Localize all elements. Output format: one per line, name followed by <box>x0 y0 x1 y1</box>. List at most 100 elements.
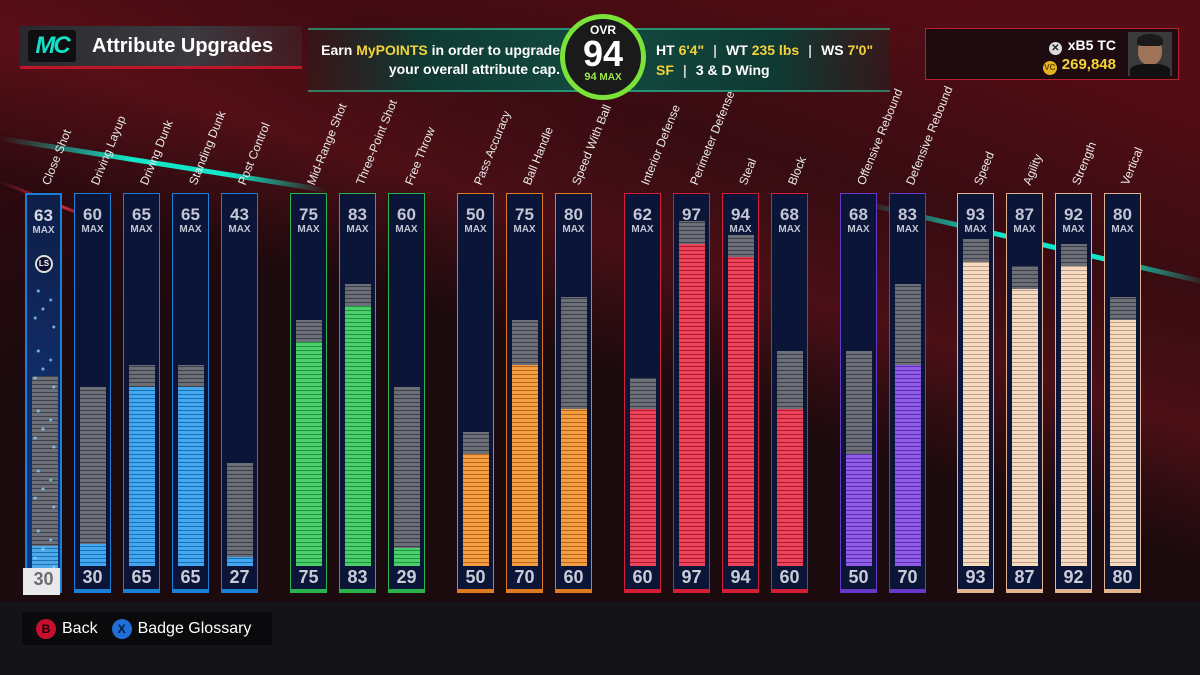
attribute-current-value: 83 <box>347 567 368 587</box>
attribute-max-value: 68 <box>780 205 799 224</box>
attribute-column-interior-defense[interactable]: Interior Defense 62 MAX 60 <box>624 103 683 593</box>
attribute-column-free-throw[interactable]: Free Throw 60 MAX 29 <box>388 125 438 593</box>
attribute-current-value: 87 <box>1014 567 1035 587</box>
attribute-column-pass-accuracy[interactable]: Pass Accuracy 50 MAX 50 <box>457 109 513 593</box>
attribute-column-mid-range-shot[interactable]: Mid-Range Shot 75 MAX 75 <box>290 101 349 593</box>
attribute-max-value: 60 <box>397 205 416 224</box>
attribute-label: Strength <box>1069 139 1099 187</box>
attribute-bar <box>561 208 587 566</box>
attribute-bar <box>963 208 989 566</box>
attribute-max-value: 94 <box>731 205 750 224</box>
attribute-bar-frame: 80 MAX <box>1104 193 1141 593</box>
attribute-column-strength[interactable]: Strength 92 MAX 92 <box>1055 140 1099 593</box>
attribute-current-bar <box>129 387 155 566</box>
attribute-column-perimeter-defense[interactable]: Perimeter Defense 97MAX97 <box>673 89 737 593</box>
attribute-current-bar <box>1110 320 1136 566</box>
avatar <box>1128 32 1172 76</box>
back-label: Back <box>62 619 98 637</box>
attribute-max-label: MAX <box>1111 224 1134 235</box>
attribute-bar <box>728 208 754 566</box>
separator: | <box>808 42 813 58</box>
attribute-column-speed-with-ball[interactable]: Speed With Ball 80 MAX 60 <box>555 103 614 593</box>
attribute-max-label: MAX <box>297 224 320 235</box>
attribute-max-value: 60 <box>83 205 102 224</box>
attribute-bar-frame: 83 MAX <box>889 193 926 593</box>
attribute-bar-frame: 62 MAX <box>624 193 661 593</box>
mypoints-highlight: MyPOINTS <box>356 42 428 58</box>
attribute-bar-frame: 50 MAX <box>457 193 494 593</box>
attribute-bar-frame: 63 MAX LS <box>25 193 62 593</box>
attribute-max-label: MAX <box>729 224 752 235</box>
attribute-current-value: 50 <box>465 567 486 587</box>
attribute-max-label: MAX <box>847 224 870 235</box>
attribute-cap-bar <box>394 387 420 566</box>
attribute-column-driving-dunk[interactable]: Driving Dunk 65 MAX 65 <box>123 118 176 593</box>
attribute-current-bar <box>345 306 371 566</box>
attribute-max-label: MAX <box>130 224 153 235</box>
wingspan-label: WS <box>821 42 844 58</box>
attribute-bar-frame: 43 MAX <box>221 193 258 593</box>
attribute-max-label: MAX <box>464 224 487 235</box>
attribute-max-value: 83 <box>898 205 917 224</box>
message-text-line2: your overall attribute cap. <box>388 61 560 77</box>
attribute-column-agility[interactable]: Agility 87 MAX 87 <box>1006 152 1045 593</box>
ovr-max-value: 94 <box>584 71 597 83</box>
attribute-label: Standing Dunk <box>186 108 229 187</box>
attribute-column-defensive-rebound[interactable]: Defensive Rebound 83 MAX 70 <box>889 84 955 593</box>
attribute-max-value: 80 <box>564 205 583 224</box>
attribute-bar <box>1061 208 1087 566</box>
attribute-current-bar <box>80 544 106 566</box>
attribute-label: Steal <box>736 156 760 187</box>
attribute-column-block[interactable]: Block 68 MAX 60 <box>771 155 809 593</box>
attribute-max-label: MAX <box>562 224 585 235</box>
attribute-max-label: MAX <box>81 224 104 235</box>
attribute-bar <box>1110 208 1136 566</box>
attribute-bar-frame: 97MAX <box>673 193 710 593</box>
attribute-column-steal[interactable]: Steal 94 MAX 94 <box>722 156 759 593</box>
selected-value-plate <box>23 568 60 595</box>
attribute-column-speed[interactable]: Speed 93 MAX 93 <box>957 150 997 593</box>
attribute-bar <box>679 208 705 566</box>
attribute-bar-frame: 94 MAX <box>722 193 759 593</box>
user-profile: ✕ xB5 TC VC 269,848 <box>925 28 1179 80</box>
attribute-current-bar <box>728 257 754 566</box>
attribute-current-bar <box>512 365 538 566</box>
attribute-column-ball-handle[interactable]: Ball Handle 75 MAX 70 <box>506 125 556 593</box>
attribute-column-post-control[interactable]: Post Control 43 MAX 27 <box>221 121 273 593</box>
attribute-column-vertical[interactable]: Vertical 80 MAX 80 <box>1104 145 1146 593</box>
attribute-max-label: MAX <box>1062 224 1085 235</box>
attribute-bar-frame: 75 MAX <box>290 193 327 593</box>
attribute-bar <box>345 208 371 566</box>
attribute-column-three-point-shot[interactable]: Three-Point Shot 83 MAX 83 <box>339 98 400 593</box>
attribute-bar <box>227 208 253 566</box>
attribute-current-bar <box>679 244 705 566</box>
badge-glossary-button[interactable]: X Badge Glossary <box>111 618 251 639</box>
attribute-column-driving-layup[interactable]: Driving Layup 60 MAX 30 <box>74 114 128 593</box>
x-button-icon: X <box>111 618 132 639</box>
attribute-label: Agility <box>1020 152 1045 187</box>
attribute-current-bar <box>1061 266 1087 566</box>
attribute-label: Mid-Range Shot <box>304 101 350 187</box>
attribute-label: Offensive Rebound <box>854 86 906 187</box>
attribute-max-value: 43 <box>230 205 249 224</box>
attribute-max-value: 63 <box>34 206 53 225</box>
archetype-value: 3 & D Wing <box>695 62 770 78</box>
attribute-current-value: 30 <box>33 569 54 589</box>
attribute-current-bar <box>777 409 803 566</box>
attribute-label: Three-Point Shot <box>353 97 400 187</box>
attribute-max-value: 93 <box>966 205 985 224</box>
attribute-max-value: 87 <box>1015 205 1034 224</box>
attribute-bar-frame: 87 MAX <box>1006 193 1043 593</box>
back-button[interactable]: B Back <box>36 618 98 639</box>
ovr-value: 94 <box>582 33 624 74</box>
attribute-current-value: 70 <box>897 567 918 587</box>
attribute-max-label: MAX <box>964 224 987 235</box>
gamertag: ✕ xB5 TC <box>1048 37 1116 55</box>
attribute-bar <box>1012 208 1038 566</box>
attribute-label: Post Control <box>235 120 273 187</box>
attribute-column-offensive-rebound[interactable]: Offensive Rebound 68 MAX 50 <box>840 87 905 593</box>
attribute-column-standing-dunk[interactable]: Standing Dunk 65 MAX 65 <box>172 109 228 593</box>
attribute-column-close-shot[interactable]: Close Shot 63 MAX LS 30 <box>23 127 74 595</box>
attribute-current-value: 70 <box>514 567 535 587</box>
attribute-current-value: 60 <box>563 567 584 587</box>
